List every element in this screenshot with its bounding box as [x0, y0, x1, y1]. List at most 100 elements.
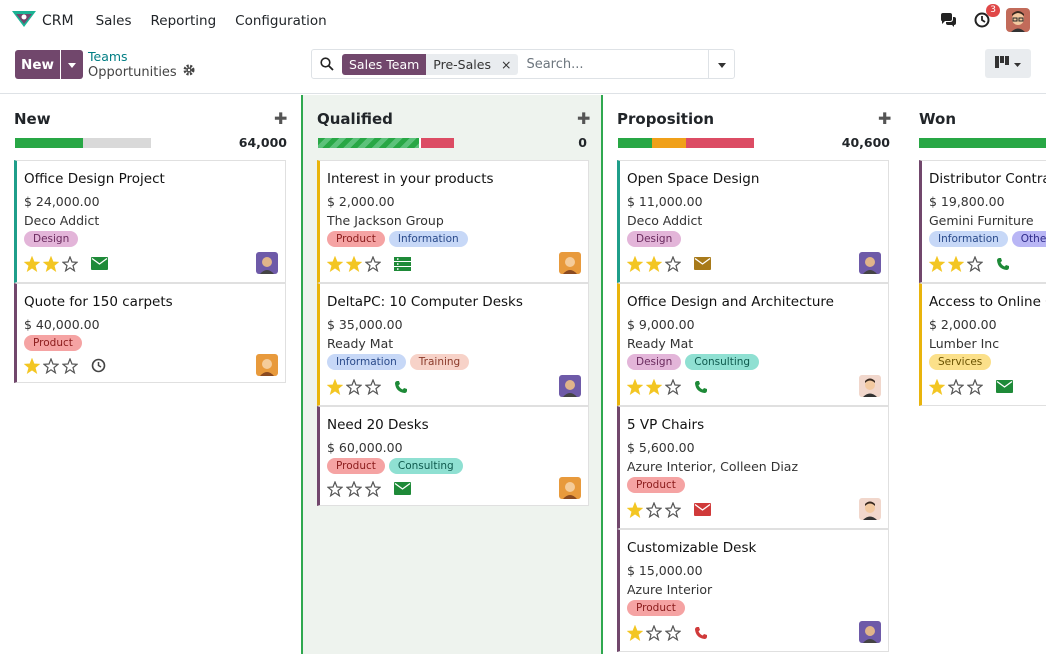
quick-create-plus-icon[interactable]: ✚: [878, 109, 892, 128]
crm-logo-icon: [12, 11, 36, 31]
tag: Design: [627, 231, 682, 247]
tag: Design: [24, 231, 79, 247]
priority-stars[interactable]: [929, 378, 1013, 395]
search-facet: Sales Team Pre-Sales ×: [342, 53, 519, 75]
star-filled-icon: [627, 501, 643, 518]
view-switcher-button[interactable]: [985, 49, 1031, 78]
tag: Other: [1011, 231, 1046, 247]
user-avatar[interactable]: [1006, 8, 1030, 32]
priority-stars[interactable]: [24, 255, 108, 272]
caret-down-icon: [68, 57, 76, 72]
menu-configuration[interactable]: Configuration: [235, 13, 327, 29]
priority-stars[interactable]: [627, 255, 711, 272]
salesperson-avatar: [256, 252, 278, 274]
kanban-card[interactable]: Interest in your products $ 2,000.00 The…: [317, 160, 589, 283]
tag: Product: [327, 458, 385, 474]
kanban-column-qualified: Qualified ✚ 0 Interest in your products …: [301, 95, 603, 654]
tag: Product: [24, 335, 82, 351]
new-dropdown-button[interactable]: [61, 50, 83, 79]
column-progress-bar[interactable]: [919, 138, 1046, 148]
task-list-icon[interactable]: [394, 255, 411, 272]
priority-stars[interactable]: [929, 255, 1013, 272]
app-brand[interactable]: CRM: [12, 11, 74, 31]
card-customer: Azure Interior, Colleen Diaz: [627, 459, 799, 474]
priority-stars[interactable]: [627, 378, 711, 395]
kanban-card[interactable]: Office Design and Architecture $ 9,000.0…: [617, 283, 889, 406]
search-input[interactable]: Search...: [526, 56, 584, 72]
priority-stars[interactable]: [327, 480, 411, 497]
star-empty-icon: [967, 255, 983, 272]
kanban-card[interactable]: 5 VP Chairs $ 5,600.00 Azure Interior, C…: [617, 406, 889, 529]
kanban-card[interactable]: Office Design Project $ 24,000.00 Deco A…: [14, 160, 286, 283]
star-filled-icon: [627, 624, 643, 641]
app-name: CRM: [42, 13, 74, 29]
column-total: 40,600: [841, 135, 890, 150]
clock-icon[interactable]: [91, 357, 108, 374]
card-title: Office Design Project: [24, 171, 165, 187]
kanban-card[interactable]: Distributor Contra $ 19,800.00 Gemini Fu…: [919, 160, 1046, 283]
envelope-icon[interactable]: [694, 501, 711, 518]
star-empty-icon: [43, 357, 59, 374]
top-navbar: CRM Sales Reporting Configuration 3: [0, 0, 1046, 42]
card-amount: $ 9,000.00: [627, 317, 695, 332]
envelope-icon[interactable]: [996, 378, 1013, 395]
card-amount: $ 40,000.00: [24, 317, 100, 332]
kanban-card[interactable]: DeltaPC: 10 Computer Desks $ 35,000.00 R…: [317, 283, 589, 406]
messaging-icon[interactable]: [938, 10, 958, 30]
gear-icon[interactable]: [183, 64, 195, 80]
close-icon[interactable]: ×: [500, 56, 512, 72]
priority-stars[interactable]: [327, 255, 411, 272]
salesperson-avatar: [859, 498, 881, 520]
card-amount: $ 15,000.00: [627, 563, 703, 578]
phone-icon[interactable]: [694, 378, 711, 395]
search-icon[interactable]: [312, 57, 342, 71]
menu-reporting[interactable]: Reporting: [150, 13, 217, 29]
column-progress-bar[interactable]: [618, 138, 754, 148]
envelope-icon[interactable]: [394, 480, 411, 497]
column-progress-bar[interactable]: [318, 138, 454, 148]
kanban-board: New ✚ 64,000 Office Design Project $ 24,…: [0, 95, 1046, 654]
phone-icon[interactable]: [394, 378, 411, 395]
breadcrumb-teams[interactable]: Teams: [88, 49, 128, 64]
kanban-card[interactable]: Access to Online C $ 2,000.00 Lumber Inc…: [919, 283, 1046, 406]
card-customer: Lumber Inc: [929, 336, 1000, 351]
activity-clock-icon[interactable]: 3: [972, 4, 1000, 30]
salesperson-avatar: [859, 621, 881, 643]
card-customer: The Jackson Group: [327, 213, 444, 228]
star-filled-icon: [929, 378, 945, 395]
star-empty-icon: [62, 357, 78, 374]
tag: Design: [627, 354, 682, 370]
star-filled-icon: [327, 255, 343, 272]
quick-create-plus-icon[interactable]: ✚: [577, 109, 591, 128]
kanban-card[interactable]: Customizable Desk $ 15,000.00 Azure Inte…: [617, 529, 889, 652]
tag: Information: [327, 354, 406, 370]
breadcrumb-current: Opportunities: [88, 64, 177, 80]
phone-icon[interactable]: [694, 624, 711, 641]
star-empty-icon: [948, 378, 964, 395]
star-empty-icon: [365, 255, 381, 272]
priority-stars[interactable]: [627, 501, 711, 518]
control-panel: New Teams Opportunities Sales Team Pre-S…: [0, 42, 1046, 94]
column-progress-bar[interactable]: [15, 138, 151, 148]
priority-stars[interactable]: [327, 378, 411, 395]
star-filled-icon: [948, 255, 964, 272]
menu-sales[interactable]: Sales: [95, 13, 132, 29]
kanban-card[interactable]: Open Space Design $ 11,000.00 Deco Addic…: [617, 160, 889, 283]
column-total: 64,000: [238, 135, 287, 150]
envelope-icon[interactable]: [91, 255, 108, 272]
quick-create-plus-icon[interactable]: ✚: [274, 109, 288, 128]
card-title: Quote for 150 carpets: [24, 294, 173, 310]
priority-stars[interactable]: [24, 357, 108, 374]
card-customer: Deco Addict: [24, 213, 100, 228]
phone-icon[interactable]: [996, 255, 1013, 272]
priority-stars[interactable]: [627, 624, 711, 641]
new-button[interactable]: New: [15, 50, 60, 79]
kanban-card[interactable]: Quote for 150 carpets $ 40,000.00 Produc…: [14, 283, 286, 383]
star-empty-icon: [665, 255, 681, 272]
card-title: Access to Online C: [929, 294, 1046, 310]
tag: Consulting: [388, 458, 463, 474]
search-options-toggle[interactable]: [708, 50, 734, 78]
star-empty-icon: [327, 480, 343, 497]
kanban-card[interactable]: Need 20 Desks $ 60,000.00 Product Consul…: [317, 406, 589, 506]
envelope-icon[interactable]: [694, 255, 711, 272]
